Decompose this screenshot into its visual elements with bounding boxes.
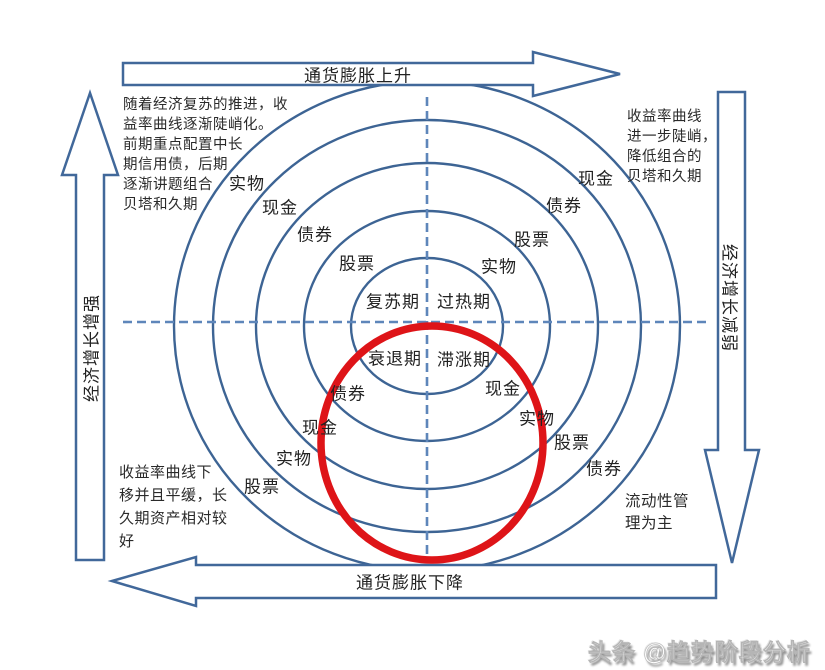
quadrant-label-recession: 衰退期 bbox=[368, 349, 422, 369]
asset-label: 股票 bbox=[339, 254, 375, 274]
note-bottom-left: 收益率曲线下 移并且平缓，长 久期资产相对较 好 bbox=[119, 464, 228, 550]
asset-label: 现金 bbox=[578, 169, 614, 189]
asset-label: 现金 bbox=[262, 198, 298, 218]
asset-label: 债券 bbox=[586, 459, 622, 479]
top-arrow-label: 通货膨胀上升 bbox=[304, 66, 412, 86]
asset-label: 现金 bbox=[302, 418, 338, 438]
quadrant-label-overheat: 过热期 bbox=[437, 292, 491, 312]
left-arrow-shape bbox=[60, 89, 120, 562]
asset-label: 债券 bbox=[330, 384, 366, 404]
asset-label: 现金 bbox=[485, 379, 521, 399]
left-arrow-label: 经济增长增强 bbox=[82, 294, 102, 402]
note-top-left: 随着经济复苏的推进，收 益率曲线逐渐陡峭化。 前期重点配置中长 期信用债，后期 … bbox=[123, 97, 288, 213]
asset-label: 实物 bbox=[229, 174, 265, 194]
asset-label: 股票 bbox=[554, 433, 590, 453]
bottom-arrow-label: 通货膨胀下降 bbox=[356, 573, 464, 593]
asset-label: 债券 bbox=[297, 225, 333, 245]
watermark-text: 头条 @趋势阶段分析法 bbox=[588, 639, 811, 666]
asset-label: 股票 bbox=[244, 477, 280, 497]
highlight-red-circle bbox=[317, 322, 547, 564]
asset-label: 实物 bbox=[481, 257, 517, 277]
bottom-arrow-shape bbox=[107, 555, 718, 608]
asset-label: 债券 bbox=[546, 196, 582, 216]
asset-label: 股票 bbox=[514, 230, 550, 250]
quadrant-label-recovery: 复苏期 bbox=[366, 292, 420, 312]
axis-arrows bbox=[60, 50, 761, 608]
asset-label: 实物 bbox=[276, 449, 312, 469]
note-bottom-right: 流动性管 理为主 bbox=[625, 493, 690, 532]
right-arrow-shape bbox=[703, 90, 761, 564]
quadrant-label-stagflation: 滞涨期 bbox=[437, 350, 491, 370]
top-arrow-shape bbox=[121, 50, 621, 98]
right-arrow-label: 经济增长减弱 bbox=[719, 244, 739, 352]
note-top-right: 收益率曲线 进一步陡峭， 降低组合的 贝塔和久期 bbox=[627, 109, 717, 185]
asset-label: 实物 bbox=[519, 409, 555, 429]
